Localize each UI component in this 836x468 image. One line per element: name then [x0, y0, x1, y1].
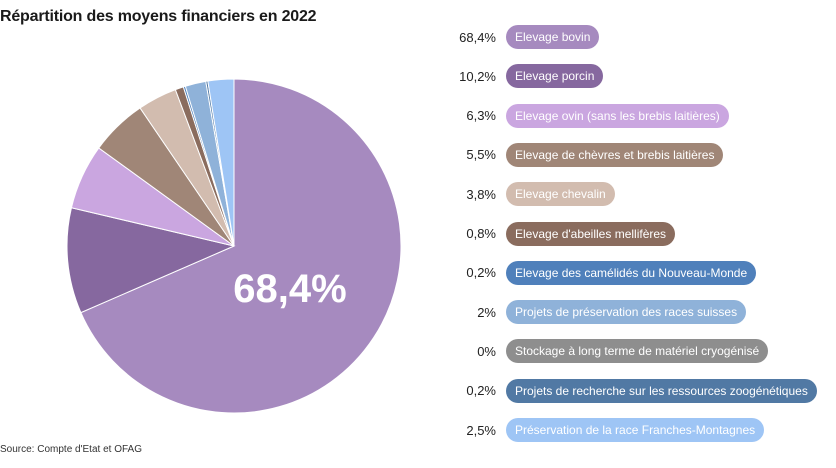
legend-label: Elevage d'abeilles mellifères: [506, 221, 676, 246]
legend-value: 0,8%: [466, 226, 496, 241]
legend-value: 2,5%: [466, 422, 496, 438]
pie-slice-1: [66, 207, 236, 314]
legend-label: Elevage porcin: [506, 64, 604, 89]
legend-value: 5,5%: [466, 147, 496, 163]
legend-item: 5,5% Elevage de chèvres et brebis laitièr…: [440, 142, 724, 168]
legend-item: 3,8% Elevage chevalin: [440, 181, 615, 207]
legend-item: 2% Projets de préservation des races suis…: [440, 299, 747, 325]
legend-item: 0% Stockage à long terme de matériel cryo…: [440, 338, 769, 364]
legend-item: 6,3% Elevage ovin (sans les brebis laitiè…: [440, 103, 729, 129]
legend-item: 68,4% Elevage bovin: [440, 24, 600, 50]
legend-item: 2,5% Préservation de la race Franches-Mon…: [440, 417, 765, 443]
legend-label: Projets de recherche sur les ressources …: [506, 378, 817, 403]
legend-item: 0,2% Projets de recherche sur les ressour…: [440, 378, 817, 404]
pie-center-label: 68,4%: [233, 267, 346, 311]
legend-item: 10,2% Elevage porcin: [440, 63, 604, 89]
legend-value: 2%: [477, 304, 496, 320]
legend-label: Elevage bovin: [506, 25, 600, 49]
legend-value: 0,2%: [466, 265, 496, 281]
pie-slice-10: [207, 78, 235, 247]
legend-value: 68,4%: [459, 29, 496, 45]
legend-item: 0,2% Elevage des camélidés du Nouveau-Mon…: [440, 260, 757, 286]
legend-value: 0%: [477, 343, 496, 359]
legend-value: 10,2%: [459, 68, 496, 84]
legend-label: Elevage des camélidés du Nouveau-Monde: [506, 260, 757, 285]
legend-value: 6,3%: [466, 108, 496, 124]
legend-label: Préservation de la race Franches-Montagn…: [506, 418, 765, 442]
source-note: Source: Compte d'Etat et OFAG: [0, 444, 142, 455]
chart-title: Répartition des moyens financiers en 202…: [0, 8, 317, 25]
legend-label: Elevage ovin (sans les brebis laitières): [506, 103, 729, 128]
pie-chart: 68,4%: [66, 78, 402, 414]
legend-value: 0,2%: [466, 383, 496, 399]
legend-label: Elevage de chèvres et brebis laitières: [506, 142, 724, 167]
legend-value: 3,8%: [466, 186, 496, 202]
legend-label: Elevage chevalin: [506, 182, 615, 207]
legend-label: Projets de préservation des races suisse…: [506, 300, 747, 325]
legend-label: Stockage à long terme de matériel cryogé…: [506, 339, 769, 364]
legend-item: 0,8% Elevage d'abeilles mellifères: [440, 221, 676, 247]
pie-slice-0: [80, 78, 402, 414]
